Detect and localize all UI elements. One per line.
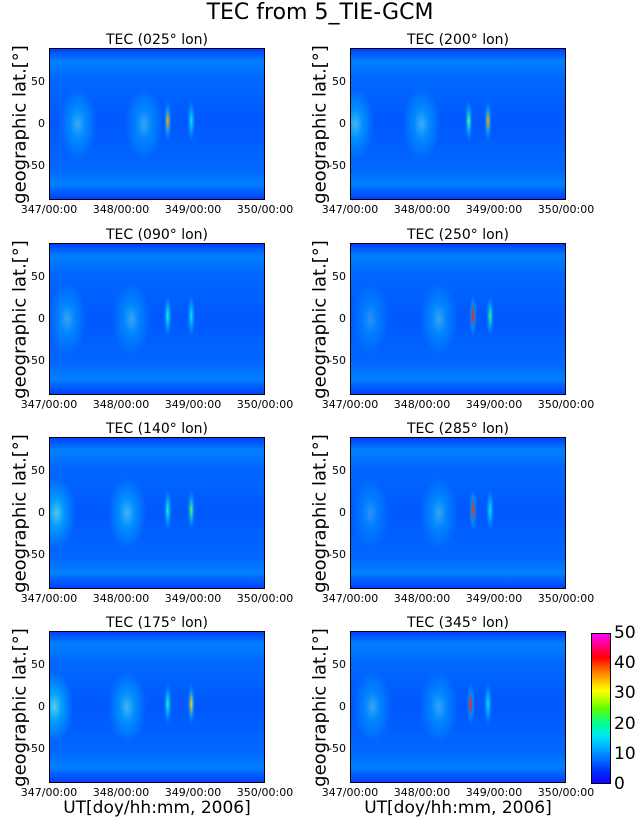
panel-175-xtick: 350/00:00 [236, 786, 294, 799]
panel-285-ytick: 0 [339, 506, 346, 519]
panel-025-xtick: 350/00:00 [236, 203, 294, 216]
panel-090-heatmap [49, 243, 265, 395]
panel-200-ytick: -50 [328, 159, 346, 173]
panel-090-xtick: 348/00:00 [92, 398, 150, 411]
panel-025-xtick: 347/00:00 [20, 203, 78, 216]
panel-200-xtick: 347/00:00 [321, 203, 379, 216]
panel-025-ytick: -50 [27, 159, 45, 173]
panel-345-heatmap [350, 631, 566, 783]
panel-090-ytick: 50 [31, 269, 45, 283]
panel-250-ytick: 50 [332, 269, 346, 283]
panel-175-ytick: 50 [31, 657, 45, 671]
panel-285-xtick: 347/00:00 [321, 592, 379, 605]
panel-090-xtick: 349/00:00 [164, 398, 222, 411]
panel-025-ytick: 50 [31, 74, 45, 88]
panel-200-xtick: 348/00:00 [393, 203, 451, 216]
panel-345-title: TEC (345° lon) [406, 615, 510, 631]
panel-140-heatmap [49, 437, 265, 589]
panel-025-ytick: 0 [38, 117, 45, 130]
panel-285-ytick: -50 [328, 548, 346, 562]
panel-140-title: TEC (140° lon) [105, 421, 209, 437]
panel-175-xtick: 348/00:00 [92, 786, 150, 799]
panel-175-ytick: 0 [38, 700, 45, 713]
panel-090-xtick: 350/00:00 [236, 398, 294, 411]
panel-345-xtick: 350/00:00 [537, 786, 595, 799]
panel-200-ytick: 0 [339, 117, 346, 130]
panel-090-ytick: 0 [38, 312, 45, 325]
panel-140-ytick: 0 [38, 506, 45, 519]
panel-090-xtick: 347/00:00 [20, 398, 78, 411]
panel-025-xtick: 349/00:00 [164, 203, 222, 216]
panel-250-heatmap [350, 243, 566, 395]
colorbar-tick: 20 [614, 713, 636, 734]
panel-345-xlabel: UT[doy/hh:mm, 2006] [364, 798, 552, 818]
colorbar-tick: 0 [614, 774, 625, 794]
panel-345-ytick: 0 [339, 700, 346, 713]
colorbar-tick: 10 [614, 743, 636, 764]
panel-090-ytick: -50 [27, 354, 45, 368]
panel-285-ytick: 50 [332, 463, 346, 477]
panel-345-xtick: 347/00:00 [321, 786, 379, 799]
panel-140-xtick: 350/00:00 [236, 592, 294, 605]
panel-250-ytick: -50 [328, 354, 346, 368]
panel-285-xtick: 349/00:00 [465, 592, 523, 605]
panel-025-title: TEC (025° lon) [105, 32, 209, 48]
panel-175-xtick: 347/00:00 [20, 786, 78, 799]
panel-285-xtick: 348/00:00 [393, 592, 451, 605]
colorbar-tick: 40 [614, 653, 636, 674]
panel-250-xtick: 347/00:00 [321, 398, 379, 411]
panel-140-ytick: -50 [27, 548, 45, 562]
colorbar-gradient [591, 633, 611, 784]
figure-title: TEC from 5_TIE-GCM [206, 0, 434, 25]
panel-345-ytick: 50 [332, 657, 346, 671]
panel-200-xtick: 350/00:00 [537, 203, 595, 216]
panel-285-xtick: 350/00:00 [537, 592, 595, 605]
panel-250-ytick: 0 [339, 312, 346, 325]
panel-250-xtick: 348/00:00 [393, 398, 451, 411]
panel-200-title: TEC (200° lon) [406, 32, 510, 48]
panel-175-ytick: -50 [27, 742, 45, 756]
panel-140-xtick: 347/00:00 [20, 592, 78, 605]
panel-140-xtick: 349/00:00 [164, 592, 222, 605]
panel-250-xtick: 349/00:00 [465, 398, 523, 411]
panel-140-ytick: 50 [31, 463, 45, 477]
panel-345-ytick: -50 [328, 742, 346, 756]
panel-140-xtick: 348/00:00 [92, 592, 150, 605]
panel-175-xlabel: UT[doy/hh:mm, 2006] [63, 798, 251, 818]
panel-345-xtick: 349/00:00 [465, 786, 523, 799]
panel-250-title: TEC (250° lon) [406, 227, 510, 243]
panel-200-ytick: 50 [332, 74, 346, 88]
panel-285-heatmap [350, 437, 566, 589]
panel-025-xtick: 348/00:00 [92, 203, 150, 216]
colorbar-tick: 30 [614, 683, 636, 704]
panel-090-title: TEC (090° lon) [105, 227, 209, 243]
colorbar-tick: 50 [614, 623, 636, 643]
panel-285-title: TEC (285° lon) [406, 421, 510, 437]
panel-200-xtick: 349/00:00 [465, 203, 523, 216]
panel-250-xtick: 350/00:00 [537, 398, 595, 411]
panel-200-heatmap [350, 48, 566, 200]
panel-025-heatmap [49, 48, 265, 200]
panel-175-heatmap [49, 631, 265, 783]
panel-175-xtick: 349/00:00 [164, 786, 222, 799]
panel-175-title: TEC (175° lon) [105, 615, 209, 631]
panel-345-xtick: 348/00:00 [393, 786, 451, 799]
